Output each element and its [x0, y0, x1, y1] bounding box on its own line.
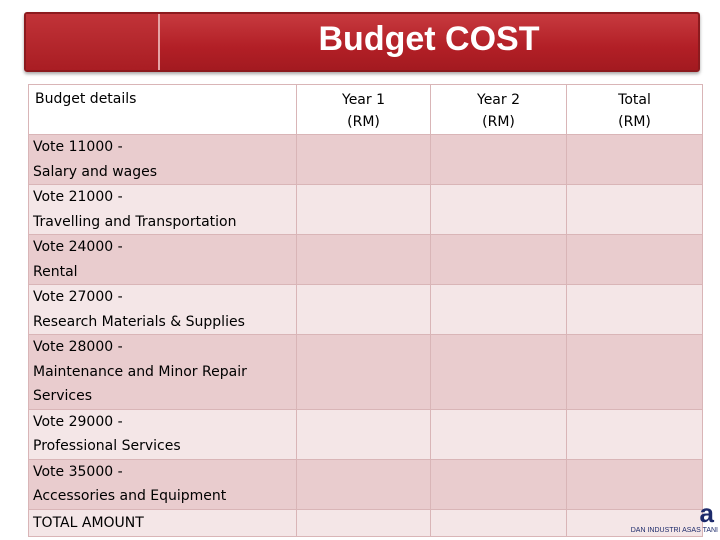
year1-cell[interactable]: [296, 408, 431, 460]
year1-cell[interactable]: [296, 458, 431, 510]
header-year1-label: Year 1: [342, 92, 385, 108]
corner-logo: a DAN INDUSTRI ASAS TANI: [622, 498, 718, 538]
year2-cell[interactable]: [430, 234, 567, 285]
row-label: Vote 29000 - Professional Services: [28, 408, 297, 460]
year2-cell[interactable]: [430, 134, 567, 185]
vote-description: Rental: [33, 263, 78, 280]
total-cell[interactable]: [566, 284, 703, 335]
year2-cell[interactable]: [430, 334, 567, 410]
title-left-panel: [26, 14, 158, 70]
total-cell[interactable]: [566, 134, 703, 185]
title-divider: [158, 14, 160, 70]
year2-cell[interactable]: [430, 458, 567, 510]
row-label: Vote 21000 - Travelling and Transportati…: [28, 184, 297, 235]
table-row: Vote 29000 - Professional Services: [28, 408, 703, 460]
table-row: Vote 27000 - Research Materials & Suppli…: [28, 284, 703, 335]
year1-cell[interactable]: [296, 134, 431, 185]
vote-code: Vote 11000 -: [33, 139, 123, 155]
header-total-label: Total: [618, 92, 651, 108]
year1-cell[interactable]: [296, 284, 431, 335]
vote-description: Research Materials & Supplies: [33, 313, 245, 330]
vote-code: Vote 24000 -: [33, 239, 123, 255]
header-year2-label: Year 2: [477, 92, 520, 108]
header-total: Total (RM): [566, 84, 703, 135]
year1-total-cell[interactable]: [296, 508, 431, 537]
header-year1: Year 1 (RM): [296, 84, 431, 135]
row-label: Vote 27000 - Research Materials & Suppli…: [28, 284, 297, 335]
total-amount-label: TOTAL AMOUNT: [28, 508, 297, 537]
total-cell[interactable]: [566, 334, 703, 410]
title-banner: Budget COST: [24, 12, 700, 72]
vote-description: Accessories and Equipment: [33, 488, 227, 504]
row-label: Vote 28000 - Maintenance and Minor Repai…: [28, 334, 297, 410]
table-row: Vote 11000 - Salary and wages: [28, 134, 703, 185]
vote-code: Vote 27000 -: [33, 289, 123, 305]
header-budget-details: Budget details: [28, 84, 297, 135]
year2-total-cell[interactable]: [430, 508, 567, 537]
vote-description: Travelling and Transportation: [33, 213, 237, 230]
year2-cell[interactable]: [430, 408, 567, 460]
vote-description: Salary and wages: [33, 163, 158, 180]
year1-cell[interactable]: [296, 184, 431, 235]
table-row: Vote 24000 - Rental: [28, 234, 703, 285]
page-title: Budget COST: [318, 20, 540, 58]
vote-code: Vote 35000 -: [33, 463, 123, 480]
total-row: TOTAL AMOUNT: [28, 508, 703, 537]
header-row: Budget details Year 1 (RM) Year 2 (RM) T…: [28, 84, 703, 135]
logo-strip-text: DAN INDUSTRI ASAS TANI: [630, 527, 718, 534]
vote-description: Professional Services: [33, 438, 181, 454]
grand-total-cell[interactable]: [566, 508, 703, 537]
budget-table: Budget details Year 1 (RM) Year 2 (RM) T…: [28, 84, 703, 537]
table-row: Vote 35000 - Accessories and Equipment: [28, 458, 703, 510]
table-row: Vote 28000 - Maintenance and Minor Repai…: [28, 334, 703, 410]
row-label: Vote 24000 - Rental: [28, 234, 297, 285]
total-cell[interactable]: [566, 184, 703, 235]
vote-description-cont: Services: [33, 388, 93, 404]
vote-description: Maintenance and Minor Repair: [33, 363, 247, 380]
logo-mark: a: [699, 498, 714, 528]
header-year2-unit: (RM): [482, 114, 515, 130]
row-label: Vote 11000 - Salary and wages: [28, 134, 297, 185]
vote-code: Vote 28000 -: [33, 339, 123, 355]
year1-cell[interactable]: [296, 234, 431, 285]
total-cell[interactable]: [566, 408, 703, 460]
vote-code: Vote 21000 -: [33, 189, 123, 205]
year2-cell[interactable]: [430, 184, 567, 235]
header-total-unit: (RM): [618, 114, 651, 130]
header-year2: Year 2 (RM): [430, 84, 567, 135]
year2-cell[interactable]: [430, 284, 567, 335]
year1-cell[interactable]: [296, 334, 431, 410]
total-cell[interactable]: [566, 234, 703, 285]
header-year1-unit: (RM): [347, 114, 380, 130]
vote-code: Vote 29000 -: [33, 413, 123, 430]
table-row: Vote 21000 - Travelling and Transportati…: [28, 184, 703, 235]
row-label: Vote 35000 - Accessories and Equipment: [28, 458, 297, 510]
